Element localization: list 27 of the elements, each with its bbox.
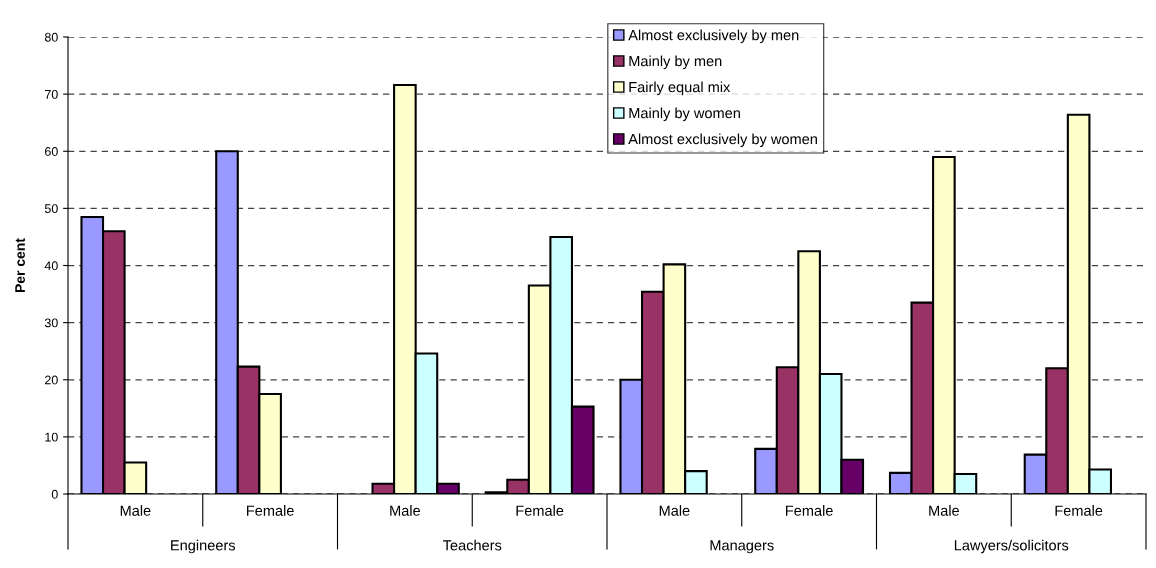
y-tick-label: 60: [45, 147, 58, 156]
legend-label: Almost exclusively by men: [628, 29, 799, 44]
x-tick-label: Female: [786, 505, 833, 516]
y-axis-title: Per cent: [15, 238, 25, 292]
y-tick-label: 40: [44, 261, 58, 271]
y-tick-label: 80: [44, 32, 58, 42]
x-tick-label: Male: [120, 505, 151, 516]
x-tick-label: Female: [516, 505, 564, 516]
y-tick-label: 50: [44, 204, 58, 214]
x-tick-label: Male: [929, 505, 960, 516]
text: Engineers: [171, 539, 236, 554]
x-tick-label: Male: [390, 505, 421, 516]
legend-label: Mainly by women: [629, 107, 740, 122]
y-tick-label: 70: [45, 89, 58, 99]
x-tick-label: Female: [1055, 505, 1103, 516]
y-tick-label: 10: [45, 432, 58, 442]
y-tick-label: 20: [45, 375, 58, 385]
y-tick-label: 30: [44, 318, 58, 328]
legend-label: Almost exclusively by women: [628, 133, 817, 148]
x-tick-label: Male: [659, 505, 690, 516]
legend-label: Mainly by men: [629, 55, 722, 70]
y-tick-label: 0: [51, 489, 58, 499]
legend-label: Fairly equal mix: [629, 81, 731, 96]
text: Managers: [710, 540, 774, 554]
text: Teachers: [443, 539, 502, 551]
x-tick-label: Female: [247, 505, 294, 516]
text: Lawyers/solicitors: [954, 539, 1069, 554]
